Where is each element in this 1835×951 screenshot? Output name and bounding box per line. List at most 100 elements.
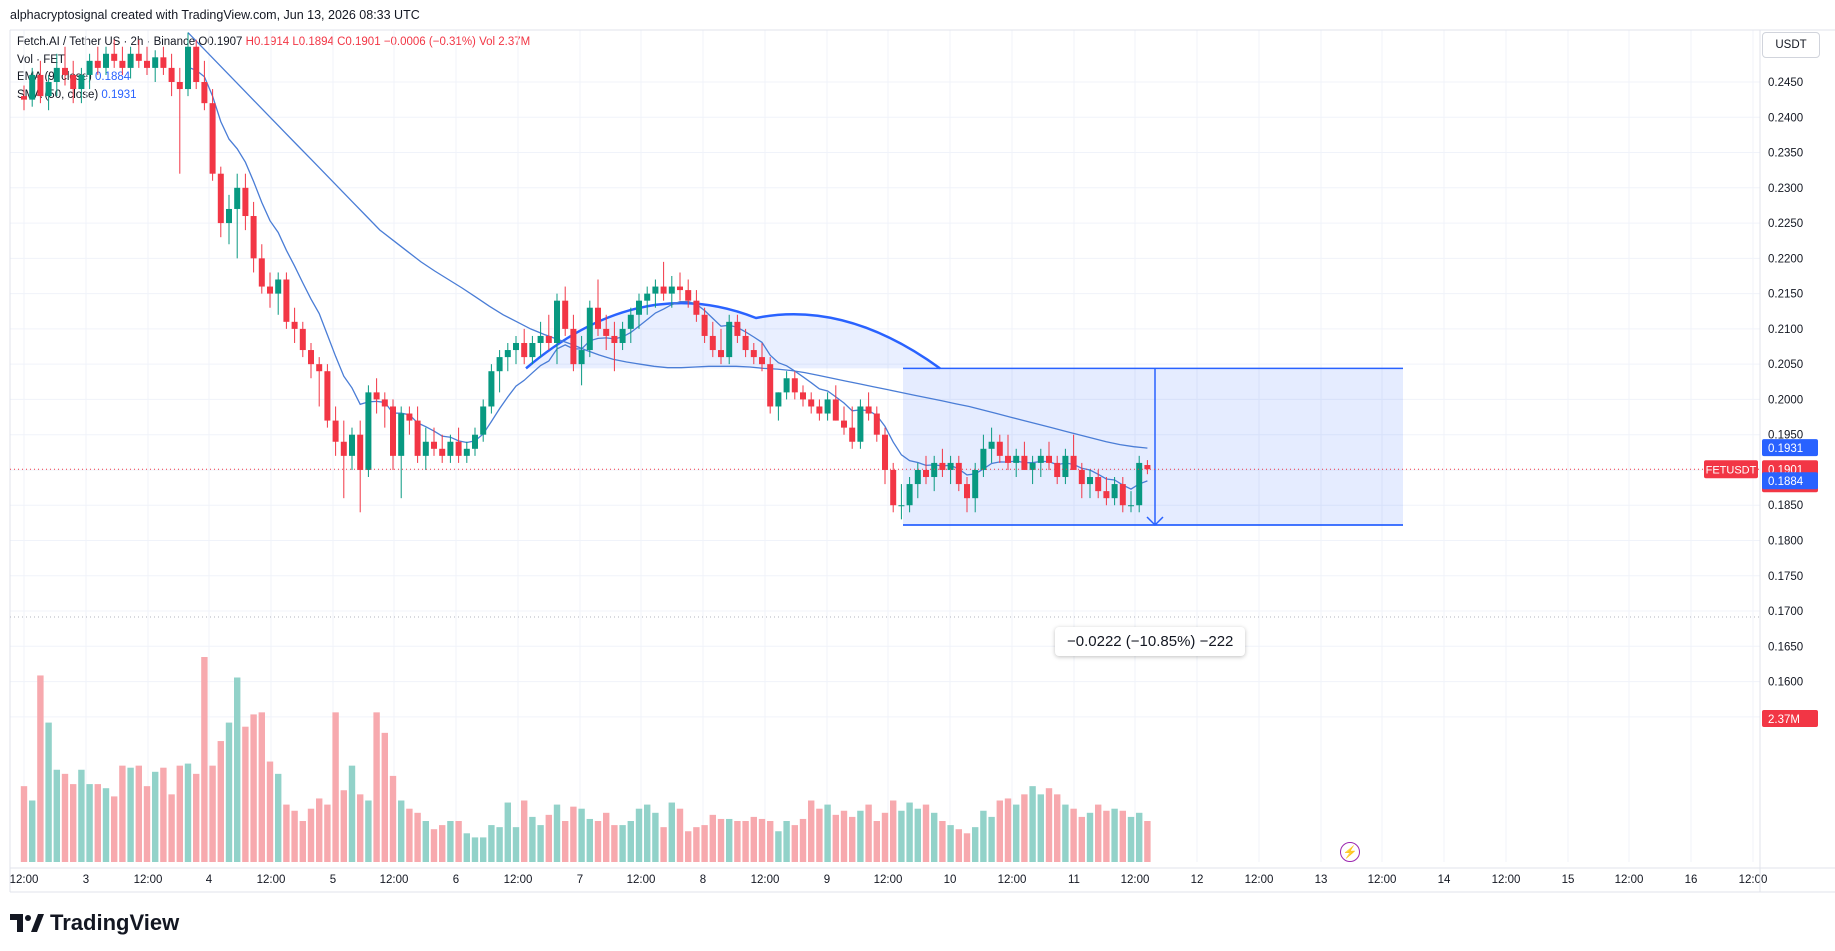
volume-bar (537, 825, 544, 862)
time-tick-label: 12:00 (998, 874, 1027, 886)
candle-body (299, 328, 306, 351)
volume-bar (61, 773, 69, 862)
legend-vol-row[interactable]: Vol · FET (17, 52, 530, 70)
candle-body (570, 328, 577, 365)
candle-body (308, 350, 314, 365)
volume-bar (767, 821, 774, 862)
legend-ema-value: 0.1884 (94, 71, 131, 83)
volume-bar (365, 800, 372, 862)
legend-sma-row[interactable]: SMA (50, close) 0.1931 (17, 87, 530, 105)
volume-bar (201, 657, 208, 862)
time-tick-label: 6 (453, 874, 459, 886)
measure-label: −0.0222 (−10.85%) −222 (1055, 627, 1246, 656)
time-tick-label: 13 (1315, 874, 1328, 886)
volume-bar (988, 816, 995, 862)
volume-bar (160, 767, 167, 862)
candle-body (1128, 505, 1134, 507)
candle-body (349, 434, 355, 456)
volume-bar (996, 800, 1003, 862)
volume-bar (799, 818, 807, 862)
volume-bar (1029, 786, 1036, 862)
candle-body (947, 462, 954, 470)
candle-body (135, 53, 142, 61)
time-tick-label: 12:00 (1121, 874, 1150, 886)
time-tick-label: 8 (700, 874, 706, 886)
price-tick-label: 0.2200 (1768, 253, 1803, 265)
volume-bar (225, 722, 233, 862)
price-tick-label: 0.2300 (1768, 183, 1803, 195)
legend-change: −0.0006 (−0.31%) (383, 36, 476, 48)
volume-bar (1013, 804, 1020, 862)
time-tick-label: 9 (824, 874, 830, 886)
price-tick-label: 0.1850 (1768, 500, 1803, 512)
volume-bar (775, 831, 782, 862)
candle-body (603, 328, 610, 336)
price-tick-label: 0.2250 (1768, 218, 1803, 230)
candle-body (152, 57, 159, 68)
candle-body (144, 60, 150, 68)
currency-button[interactable]: USDT (1762, 32, 1820, 58)
price-axis-tag (1762, 472, 1818, 490)
candle-body (111, 53, 118, 61)
candle-body (267, 286, 273, 294)
candle-body (1062, 455, 1069, 478)
volume-bar (37, 675, 44, 862)
candle-body (201, 82, 208, 104)
volume-bar (693, 827, 700, 862)
candle-body (291, 321, 298, 329)
volume-bar (709, 814, 716, 862)
volume-bar (381, 732, 388, 862)
volume-bar (250, 714, 257, 862)
volume-bar (209, 765, 216, 862)
volume-bar (726, 818, 733, 862)
volume-bar (594, 821, 602, 862)
price-axis-tag (1762, 439, 1818, 457)
volume-bar (94, 784, 101, 862)
volume-bar (1054, 794, 1061, 862)
volume-bar (389, 775, 397, 862)
legend-symbol[interactable]: Fetch.AI / Tether US · 2h · Binance (17, 36, 196, 48)
volume-bar (717, 818, 725, 862)
volume-bar (1111, 808, 1118, 862)
volume-bar (898, 810, 905, 862)
candle-body (496, 357, 503, 372)
candle-body (78, 74, 85, 90)
candle-body (21, 96, 27, 100)
volume-bar (488, 825, 495, 862)
candle-body (1029, 462, 1036, 470)
candle-body (414, 420, 421, 456)
candle-body (258, 258, 265, 287)
volume-bar (906, 802, 913, 862)
time-tick-label: 12:00 (874, 874, 903, 886)
time-tick-label: 12:00 (627, 874, 656, 886)
candle-body (923, 469, 929, 478)
volume-bar (865, 804, 872, 862)
volume-bar (676, 808, 684, 862)
candle-body (586, 307, 593, 351)
volume-bar (849, 816, 856, 862)
chart-header: alphacryptosignal created with TradingVi… (0, 0, 1835, 30)
candle-body (217, 173, 224, 224)
sma-50-line (187, 32, 1148, 449)
volume-bar (955, 829, 962, 862)
volume-bar (750, 816, 757, 862)
legend-close: C0.1901 (337, 36, 381, 48)
volume-bar (266, 761, 274, 862)
time-tick-label: 12:00 (1615, 874, 1644, 886)
candle-body (841, 420, 847, 428)
candle-body (1111, 484, 1118, 499)
volume-bar (258, 712, 265, 862)
volume-bar (947, 825, 954, 862)
volume-bar (480, 837, 487, 862)
price-tick-label: 0.2050 (1768, 359, 1803, 371)
volume-bar (668, 802, 675, 862)
volume-bar (857, 810, 864, 862)
volume-bar (922, 804, 930, 862)
volume-bar (332, 712, 339, 862)
measure-arrow-head (1146, 516, 1164, 527)
volume-bar (881, 812, 889, 862)
candle-body (1054, 462, 1061, 478)
lightning-icon[interactable]: ⚡ (1340, 842, 1360, 862)
candle-body (193, 46, 200, 82)
